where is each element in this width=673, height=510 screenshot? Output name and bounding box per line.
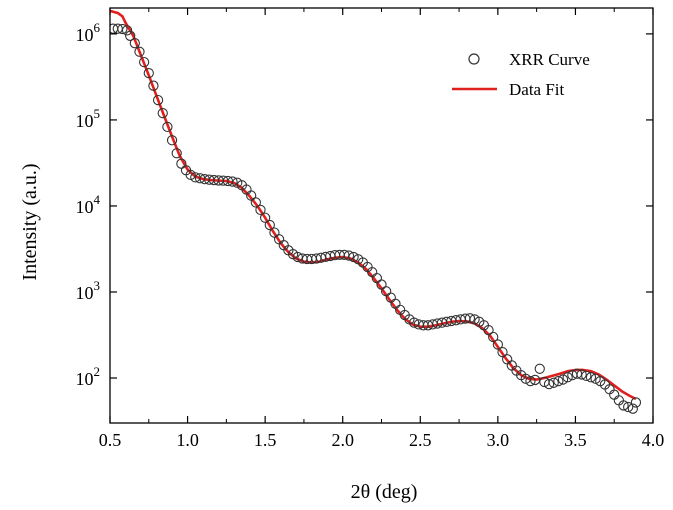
x-tick-label: 2.0 [331, 430, 354, 450]
legend-label-data-fit: Data Fit [509, 80, 565, 99]
y-tick-label: 104 [76, 192, 101, 217]
data-point [138, 56, 150, 68]
data-point [259, 212, 271, 223]
y-axis-label: Intensity (a.u.) [19, 163, 41, 280]
x-tick-label: 1.5 [254, 430, 277, 450]
data-point [627, 403, 638, 414]
data-point [348, 251, 359, 263]
data-point [492, 339, 504, 350]
data-point [534, 363, 545, 374]
x-tick-label: 3.5 [564, 430, 587, 450]
fit-line-data-fit [110, 9, 637, 401]
data-point [264, 219, 275, 231]
data-point [553, 375, 564, 387]
data-point [121, 25, 133, 36]
data-point [166, 135, 178, 146]
data-point [576, 369, 587, 380]
data-point [623, 401, 634, 413]
data-point [246, 190, 257, 201]
data-point [148, 80, 159, 91]
data-point [464, 313, 476, 324]
legend-label-xrr-curve: XRR Curve [509, 50, 590, 69]
data-point [157, 107, 168, 119]
legend: XRR Curve Data Fit [452, 50, 590, 99]
data-point [143, 67, 154, 79]
data-point [162, 121, 173, 133]
x-axis-label: 2θ (deg) [351, 481, 418, 503]
data-point [152, 94, 164, 106]
y-tick-label: 102 [76, 364, 101, 389]
data-point [117, 23, 128, 35]
data-point [408, 317, 420, 328]
data-point [488, 331, 499, 343]
y-tick-label: 103 [76, 278, 101, 303]
ticks-layer: 0.5 1.0 1.5 2.0 2.5 3.0 3.5 4.0 102 103 104 105 106 [76, 8, 665, 450]
x-tick-label: 0.5 [99, 430, 122, 450]
data-point [125, 30, 136, 41]
data-point [557, 374, 569, 385]
xrr-points-layer [110, 23, 642, 414]
data-point [590, 373, 601, 384]
x-tick-label: 3.0 [487, 430, 510, 450]
data-point [581, 370, 592, 381]
data-point [134, 46, 145, 57]
y-tick-label: 105 [76, 106, 101, 131]
data-point [129, 38, 140, 49]
legend-marker-xrr-curve [468, 53, 480, 65]
data-point [339, 249, 350, 261]
data-point [618, 400, 629, 411]
plot-frame [109, 7, 654, 424]
data-point [562, 372, 573, 383]
x-tick-label: 1.0 [176, 430, 199, 450]
data-point [255, 204, 266, 216]
x-tick-label: 4.0 [642, 430, 665, 450]
data-point [548, 377, 559, 388]
data-point [250, 197, 261, 208]
data-point [171, 148, 182, 159]
data-point [343, 250, 355, 261]
data-point [227, 176, 238, 187]
x-tick-label: 2.5 [409, 430, 432, 450]
data-point [585, 372, 597, 383]
data-point [630, 397, 642, 408]
axes-frame [109, 7, 654, 424]
data-point [497, 346, 508, 358]
data-point [543, 378, 555, 390]
data-point [525, 375, 536, 387]
y-tick-label: 106 [76, 20, 101, 45]
fit-series-layer [110, 9, 637, 401]
